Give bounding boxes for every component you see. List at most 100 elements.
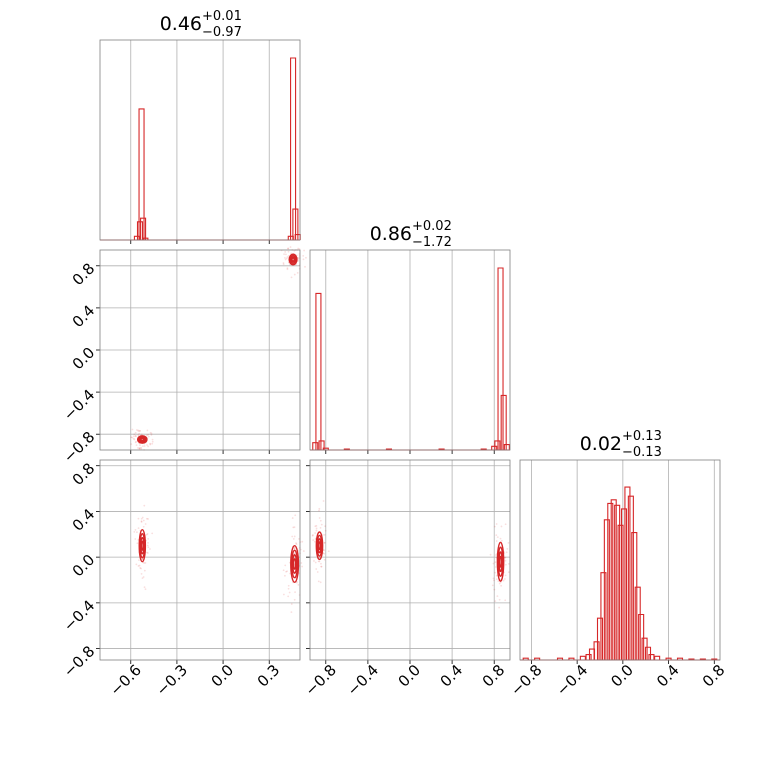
hist-bin <box>503 443 510 450</box>
sample-point <box>130 443 133 446</box>
sample-point <box>298 248 301 250</box>
hist-bin <box>607 502 614 660</box>
sample-point <box>137 434 140 436</box>
sample-point <box>498 582 501 585</box>
sample-point <box>142 525 145 528</box>
sample-point <box>288 591 291 594</box>
sample-point <box>138 447 141 450</box>
hist-bin <box>497 267 504 450</box>
hist-bin <box>614 504 621 660</box>
sample-point <box>495 540 498 542</box>
sample-point <box>137 447 139 449</box>
sample-point <box>497 580 500 583</box>
sample-point <box>149 431 152 434</box>
sample-point <box>137 527 140 530</box>
sample-point <box>138 429 141 432</box>
sample-point <box>318 517 321 519</box>
sample-point <box>147 435 150 438</box>
title-param-2-minus: −0.13 <box>622 445 662 460</box>
sample-point <box>140 517 143 520</box>
sample-point <box>500 525 503 528</box>
contour-line <box>289 254 297 265</box>
sample-point <box>133 435 135 438</box>
sample-point <box>297 259 300 261</box>
contour-line <box>315 531 324 561</box>
sample-point <box>141 516 144 519</box>
sample-point <box>146 552 149 554</box>
y-tick-label: −0.8 <box>60 428 98 466</box>
sample-point <box>151 440 154 443</box>
contour-line <box>140 437 145 442</box>
frame-0-0 <box>99 39 301 241</box>
sample-point <box>144 523 147 525</box>
contour-line <box>291 257 295 262</box>
sample-point <box>151 532 154 535</box>
x-tick-label: 0.4 <box>437 661 467 691</box>
sample-point <box>134 528 137 531</box>
hist-bin <box>593 641 600 660</box>
y-tick-label: −0.8 <box>60 642 98 680</box>
x-tick-label: −0.6 <box>106 661 144 699</box>
title-param-1-value: 0.86 <box>370 223 412 245</box>
sample-point <box>135 440 137 443</box>
sample-point <box>319 581 322 584</box>
sample-point <box>141 558 144 561</box>
sample-point <box>134 441 137 444</box>
sample-point <box>131 428 134 431</box>
title-param-1-plus: +0.02 <box>412 219 452 234</box>
sample-point <box>286 267 289 269</box>
x-tick-label: −0.8 <box>507 661 545 699</box>
title-param-0-minus: −0.97 <box>202 25 242 40</box>
x-tick-label: 0.4 <box>653 661 683 691</box>
sample-point <box>312 539 315 541</box>
contour-line <box>496 541 505 582</box>
sample-point <box>313 540 316 543</box>
sample-point <box>495 578 498 581</box>
hist-bin <box>494 440 501 450</box>
sample-point <box>147 537 150 540</box>
sample-point <box>324 529 327 532</box>
grid-0-0 <box>130 40 270 244</box>
sample-point <box>300 562 303 564</box>
x-tick-label: 0.0 <box>208 661 238 691</box>
sample-point <box>290 276 293 279</box>
sample-point <box>151 442 154 445</box>
sample-point <box>293 546 296 549</box>
sample-point <box>138 430 141 432</box>
sample-point <box>139 567 142 569</box>
sample-point <box>301 565 304 568</box>
sample-point <box>296 271 299 274</box>
sample-point <box>150 432 153 435</box>
hist-bin <box>568 657 575 660</box>
hist-bin <box>617 524 624 660</box>
y-tick-label: −0.4 <box>60 596 98 634</box>
sample-point <box>297 247 300 250</box>
sample-point <box>284 251 287 253</box>
sample-point <box>146 429 149 432</box>
sample-point <box>304 265 306 268</box>
sample-point <box>282 262 285 264</box>
grid-2-0 <box>96 460 300 664</box>
panel-scatter-1-2 <box>306 459 511 664</box>
sample-point <box>150 433 153 436</box>
sample-point <box>138 447 141 450</box>
sample-point <box>149 548 151 550</box>
sample-point <box>298 538 300 540</box>
sample-point <box>140 521 143 523</box>
sample-point <box>498 606 501 609</box>
sample-point <box>323 533 326 536</box>
sample-point <box>495 523 498 525</box>
hist-bin <box>318 440 325 450</box>
sample-point <box>140 520 143 523</box>
hist-bin <box>620 508 628 660</box>
sample-point <box>144 562 147 564</box>
panel-scatter-0-2 <box>96 459 305 664</box>
hist-bin <box>138 108 145 240</box>
sample-point <box>133 438 136 441</box>
sample-point <box>141 557 144 560</box>
hist-bin <box>579 655 586 660</box>
panel-scatter-0-1 <box>96 246 307 454</box>
sample-point <box>492 577 495 580</box>
contour-line <box>140 540 144 551</box>
